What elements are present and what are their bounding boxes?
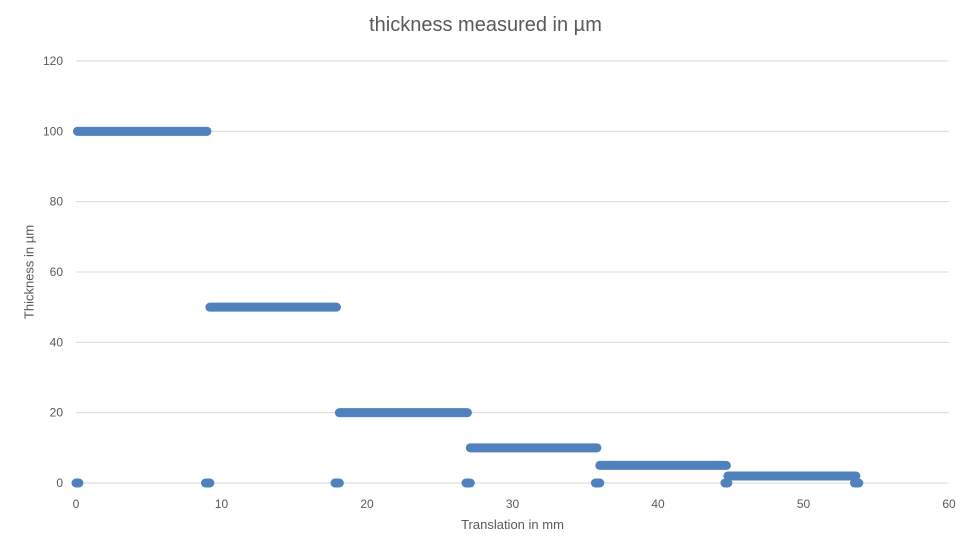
x-tick-label: 60: [942, 497, 956, 511]
x-tick-label: 30: [506, 497, 520, 511]
y-tick-label: 20: [50, 406, 64, 420]
x-axis-ticks: 0 10 20 30 40 50 60: [73, 497, 956, 511]
x-tick-label: 40: [651, 497, 665, 511]
x-tick-label: 20: [360, 497, 374, 511]
y-tick-label: 80: [50, 195, 64, 209]
x-tick-label: 0: [73, 497, 80, 511]
x-tick-label: 50: [797, 497, 811, 511]
y-axis-label: Thickness in µm: [21, 224, 37, 320]
gridlines: [76, 60, 949, 484]
y-tick-label: 120: [43, 54, 63, 68]
y-tick-label: 0: [56, 476, 63, 490]
y-axis-ticks: 0 20 40 60 80 100 120: [43, 54, 63, 490]
y-tick-label: 100: [43, 124, 63, 138]
y-tick-label: 40: [50, 335, 64, 349]
data-series: [71, 126, 864, 488]
chart-title: thickness measured in µm: [369, 14, 602, 36]
x-tick-label: 10: [215, 497, 229, 511]
x-axis-label: Translation in mm: [461, 517, 564, 532]
y-tick-label: 60: [50, 265, 64, 279]
